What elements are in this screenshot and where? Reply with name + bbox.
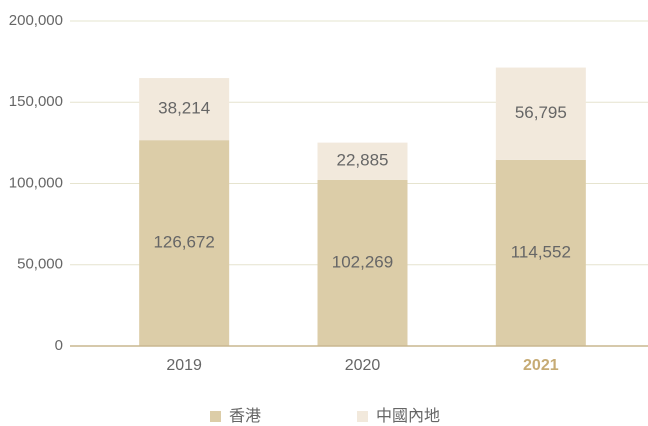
data-label: 22,885	[337, 151, 389, 170]
data-label: 38,214	[158, 99, 210, 118]
bar-segment	[317, 179, 408, 346]
bar-segment	[317, 142, 408, 180]
data-label: 114,552	[511, 242, 571, 261]
y-tick-label: 0	[55, 337, 63, 354]
legend-swatch	[357, 411, 368, 422]
data-label: 56,795	[515, 103, 567, 122]
y-tick-label: 50,000	[17, 256, 63, 273]
legend-swatch	[210, 411, 221, 422]
y-tick-label: 200,000	[9, 12, 63, 29]
bar-segment	[495, 159, 586, 346]
x-tick-label: 2020	[345, 357, 381, 374]
y-tick-label: 100,000	[9, 174, 63, 191]
data-label: 102,269	[332, 252, 393, 271]
x-tick-label: 2019	[166, 357, 202, 374]
bar-segment	[139, 78, 230, 141]
data-label: 126,672	[153, 233, 214, 252]
legend-label: 中國內地	[376, 407, 440, 425]
y-tick-label: 150,000	[9, 93, 63, 110]
bar-segment	[139, 140, 230, 346]
bar-segment	[495, 67, 586, 160]
legend-label: 香港	[229, 407, 261, 425]
x-tick-label: 2021	[523, 357, 559, 374]
